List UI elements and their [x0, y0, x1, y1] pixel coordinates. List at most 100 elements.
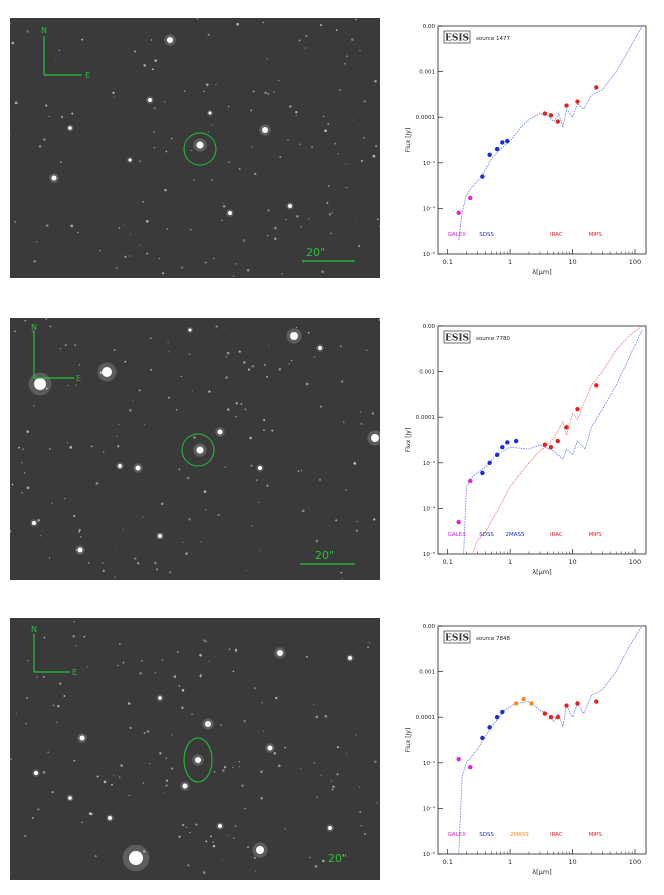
faint-star [87, 561, 90, 564]
faint-star [359, 49, 361, 52]
faint-star [115, 266, 118, 270]
faint-star [357, 244, 361, 248]
y-tick-label: 0.00 [423, 24, 436, 30]
faint-star [235, 415, 237, 418]
faint-star [169, 571, 172, 574]
data-point [521, 696, 526, 702]
faint-star [305, 382, 309, 386]
y-tick-label: 10⁻³ [423, 460, 435, 467]
faint-star [195, 823, 198, 826]
faint-star [83, 635, 86, 638]
sky-image-3: N E 20" [10, 618, 380, 880]
faint-star [69, 446, 73, 449]
faint-star [128, 409, 132, 412]
faint-star [258, 501, 260, 503]
faint-star [22, 448, 24, 451]
data-point [564, 425, 569, 430]
faint-star [351, 403, 353, 405]
band-label: GALEX [448, 532, 467, 538]
data-point [480, 470, 485, 476]
faint-star [79, 535, 82, 538]
data-point [548, 113, 554, 118]
faint-star [168, 396, 171, 399]
data-point [542, 442, 548, 447]
faint-star [264, 364, 266, 366]
east-label: E [72, 668, 77, 677]
faint-star [71, 112, 74, 115]
faint-star [10, 871, 11, 874]
faint-star [368, 641, 371, 644]
data-point [500, 709, 505, 715]
faint-star [287, 139, 289, 141]
y-tick-label: 10⁻⁴ [423, 205, 436, 212]
faint-star [18, 446, 20, 449]
faint-star [271, 429, 274, 432]
sed-svg: 0.1 1 10 100 0.00 0.001 0.0001 10⁻³ 10⁻⁴ 10⁻⁵ λ[µm… [405, 624, 647, 876]
faint-star [189, 228, 192, 231]
faint-star [75, 645, 77, 647]
faint-star [111, 783, 113, 786]
plot-frame [437, 625, 647, 855]
faint-star [354, 18, 357, 21]
faint-star [345, 163, 347, 165]
bright-star [34, 771, 38, 775]
faint-star [322, 859, 325, 863]
bright-star [290, 332, 298, 340]
faint-star [40, 535, 42, 537]
faint-star [96, 775, 99, 778]
y-axis-label: Flux [Jy] [405, 428, 412, 452]
faint-star [238, 761, 241, 763]
faint-star [284, 746, 286, 749]
faint-star [309, 856, 312, 859]
faint-star [171, 734, 173, 736]
faint-star [228, 161, 231, 164]
compass: N E [31, 625, 77, 677]
sky-svg-3: N E 20" [10, 620, 378, 874]
faint-star [146, 730, 150, 733]
faint-star [207, 33, 210, 36]
faint-star [260, 770, 263, 774]
faint-star [176, 650, 179, 654]
faint-star [60, 115, 64, 118]
esis-logo-frame [443, 630, 471, 644]
faint-star [362, 136, 365, 139]
faint-star [202, 871, 206, 874]
faint-star [266, 58, 268, 60]
y-axis-label: Flux [Jy] [405, 128, 412, 152]
sed-chart-2: 0.1 1 10 100 0.00 0.001 0.0001 10⁻³ 10⁻⁴ 10⁻⁵ λ[µm… [398, 318, 658, 580]
faint-star [341, 577, 343, 580]
faint-star [227, 105, 230, 108]
faint-star [279, 156, 282, 158]
sky-svg-2: N E 20" [10, 318, 380, 580]
faint-star [208, 660, 210, 662]
faint-star [313, 762, 315, 764]
faint-star [226, 351, 230, 355]
model-curve [472, 325, 643, 555]
faint-star [340, 345, 342, 348]
faint-star [360, 159, 364, 163]
faint-star [324, 129, 327, 133]
east-label: E [85, 71, 90, 80]
bright-star [182, 783, 188, 789]
data-point [456, 756, 461, 762]
faint-star [355, 733, 357, 736]
faint-star [223, 766, 227, 769]
faint-star [295, 110, 298, 114]
faint-star [77, 231, 79, 234]
faint-star [42, 675, 45, 678]
model-curve [458, 25, 643, 241]
faint-star [75, 549, 78, 551]
bright-star [79, 735, 85, 741]
faint-star [274, 237, 277, 240]
north-label: N [41, 26, 47, 35]
faint-star [205, 640, 207, 643]
faint-star [341, 380, 344, 383]
faint-star [24, 319, 27, 322]
faint-star [376, 218, 379, 221]
faint-star [118, 776, 121, 779]
x-tick-label: 10 [568, 558, 576, 566]
data-point [548, 444, 554, 450]
faint-star [95, 482, 99, 485]
faint-star [305, 35, 308, 37]
band-label: MIPS [589, 532, 603, 538]
